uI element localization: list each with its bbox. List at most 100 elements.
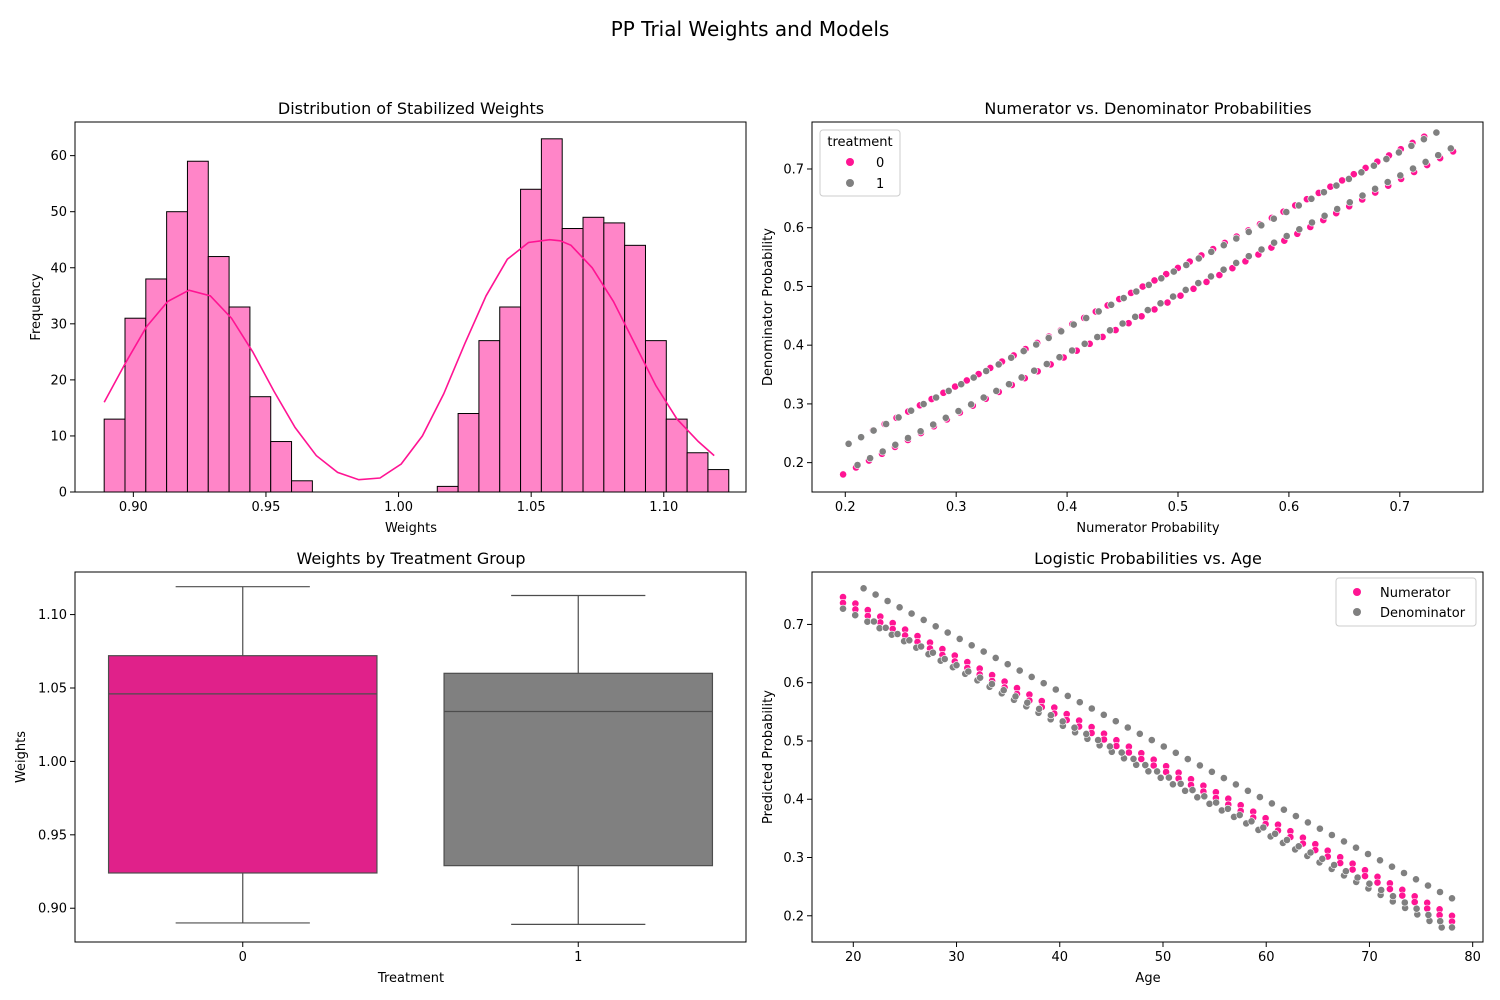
prob-scatter-point (1333, 205, 1342, 213)
histogram-bar (186, 160, 209, 493)
age-scatter-point (1205, 799, 1214, 808)
age-scatter-point (1412, 875, 1420, 884)
age-scatter-point (1342, 867, 1350, 876)
histogram-ytick-label: 40 (50, 261, 67, 276)
box-axes-frame (74, 571, 747, 943)
prob-scatter-point (1137, 312, 1146, 321)
age-scatter-point (940, 655, 949, 663)
age-scatter-point (1039, 679, 1048, 688)
prob-scatter-point (1432, 128, 1441, 137)
age-scatter-point (871, 590, 880, 599)
age-scatter-panel: Logistic Probabilities vs. Age Age Predi… (761, 549, 1484, 986)
age-scatter-point (1047, 711, 1055, 720)
age-scatter-point (1193, 793, 1202, 802)
prob-scatter-point (1069, 320, 1078, 329)
prob-scatter-axes-frame (811, 121, 1484, 493)
age-scatter-title: Logistic Probabilities vs. Age (1034, 549, 1262, 568)
prob-scatter-point (916, 427, 925, 436)
prob-scatter-point (1194, 254, 1203, 263)
age-scatter-xtick-label: 80 (1464, 950, 1481, 965)
age-scatter-point (1181, 786, 1189, 795)
prob-scatter-point (962, 376, 971, 385)
age-scatter-point (1377, 886, 1386, 894)
age-scatter-ylabel: Predicted Probability (761, 690, 776, 824)
prob-scatter-legend: treatment 0 1 (819, 129, 901, 197)
age-scatter-point (1247, 817, 1256, 826)
prob-scatter-point (1106, 326, 1114, 335)
age-scatter-point (1208, 767, 1216, 776)
age-scatter-point (1171, 748, 1180, 757)
prob-scatter-point (941, 413, 950, 422)
prob-scatter-point (919, 400, 928, 408)
prob-scatter-point (1215, 271, 1224, 279)
prob-scatter-point (891, 440, 900, 449)
histogram-bar (249, 396, 272, 493)
age-scatter-point (1159, 742, 1168, 751)
age-scatter-xtick-label: 60 (1258, 950, 1275, 965)
age-scatter-point (1436, 917, 1445, 926)
prob-scatter-point (1202, 277, 1211, 286)
age-scatter-point (1400, 869, 1408, 877)
age-scatter-point (1058, 717, 1067, 726)
legend-label-numerator: Numerator (1380, 586, 1451, 601)
prob-scatter-point (1244, 252, 1253, 261)
box-ytick-label: 1.00 (38, 755, 67, 770)
prob-scatter-point (1382, 155, 1391, 163)
age-scatter-point (1352, 843, 1360, 852)
prob-scatter-point (1107, 300, 1116, 309)
prob-scatter-ytick-label: 0.2 (783, 456, 804, 471)
histogram-xtick-label: 1.00 (384, 500, 413, 515)
age-scatter-point (1373, 878, 1382, 887)
legend-marker-numerator (1353, 588, 1361, 596)
histogram-panel: Distribution of Stabilized Weights Weigh… (29, 99, 747, 536)
prob-scatter-xtick-label: 0.5 (1168, 500, 1189, 515)
age-scatter-axes-frame (811, 571, 1484, 943)
age-scatter-point (1412, 904, 1421, 913)
prob-scatter-point (1017, 373, 1026, 382)
prob-scatter-point (1421, 157, 1430, 166)
age-scatter-point (955, 635, 964, 643)
histogram-bar (207, 256, 230, 493)
prob-scatter-point (1294, 201, 1303, 210)
histogram-ylabel: Frequency (29, 273, 44, 340)
age-scatter-point (1141, 761, 1150, 769)
histogram-bar (124, 317, 147, 493)
age-scatter-point (1070, 723, 1079, 732)
age-scatter-point (1388, 862, 1396, 871)
age-scatter-point (1423, 904, 1432, 913)
prob-scatter-point (1163, 298, 1172, 307)
box-iqr (107, 655, 378, 874)
age-scatter-point (1280, 805, 1288, 814)
prob-scatter-point (1395, 148, 1403, 157)
prob-scatter-point (1131, 312, 1140, 321)
prob-scatter-point (1055, 353, 1064, 362)
figure-title: PP Trial Weights and Models (611, 17, 890, 41)
histogram-bar (707, 469, 730, 493)
histogram-ytick-label: 20 (50, 373, 67, 388)
legend-label-0: 0 (876, 156, 884, 171)
age-scatter-point (907, 609, 916, 618)
age-scatter-point (1003, 660, 1012, 669)
box-xtick-label: 0 (239, 950, 247, 965)
histogram-bar (228, 306, 251, 493)
prob-scatter-point (1358, 191, 1367, 200)
histogram-bar (103, 418, 126, 493)
prob-scatter-point (944, 386, 953, 395)
histogram-ytick-label: 10 (50, 429, 67, 444)
box-ytick-label: 1.10 (38, 608, 67, 623)
age-scatter-point (863, 617, 872, 626)
prob-scatter-point (967, 400, 975, 409)
age-scatter-point (1200, 792, 1209, 801)
age-scatter-point (1011, 692, 1020, 701)
age-scatter-xtick-label: 70 (1361, 950, 1378, 965)
box-ylabel: Weights (14, 731, 29, 783)
prob-scatter-point (904, 434, 912, 442)
prob-scatter-point (979, 393, 988, 402)
age-scatter-point (1135, 729, 1144, 738)
prob-scatter-point (1270, 238, 1278, 247)
age-scatter-point (1268, 799, 1276, 808)
kde-curve (103, 238, 715, 481)
age-scatter-xtick-label: 20 (845, 950, 862, 965)
prob-scatter-point (853, 461, 862, 469)
legend-title: treatment (827, 135, 892, 150)
